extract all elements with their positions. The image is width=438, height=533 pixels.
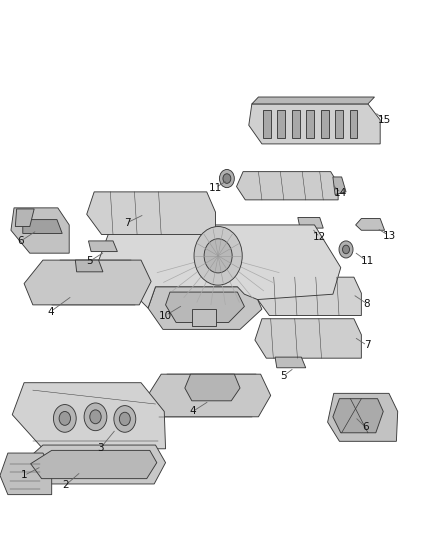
Bar	[192, 309, 216, 326]
Polygon shape	[94, 225, 341, 308]
Bar	[350, 110, 357, 138]
Bar	[321, 110, 328, 138]
Circle shape	[59, 411, 71, 425]
Polygon shape	[255, 277, 361, 316]
Text: 13: 13	[382, 231, 396, 240]
Polygon shape	[75, 260, 103, 272]
Text: 10: 10	[159, 311, 172, 320]
Text: 8: 8	[364, 299, 371, 309]
Circle shape	[339, 241, 353, 258]
Polygon shape	[24, 260, 151, 305]
Text: 5: 5	[86, 256, 93, 266]
Text: 7: 7	[364, 341, 371, 350]
Polygon shape	[0, 453, 52, 495]
Polygon shape	[31, 450, 157, 479]
Polygon shape	[328, 393, 398, 441]
Polygon shape	[333, 399, 383, 433]
Text: 2: 2	[62, 480, 69, 490]
Polygon shape	[21, 445, 166, 484]
Text: 5: 5	[280, 371, 287, 381]
Circle shape	[114, 406, 136, 432]
Polygon shape	[166, 292, 244, 322]
Polygon shape	[88, 241, 117, 252]
Polygon shape	[356, 219, 385, 230]
Polygon shape	[12, 383, 166, 449]
Text: 11: 11	[209, 183, 222, 192]
Text: 7: 7	[124, 218, 131, 228]
Text: 1: 1	[21, 471, 28, 480]
Polygon shape	[148, 287, 262, 329]
Polygon shape	[87, 192, 215, 235]
Polygon shape	[147, 374, 271, 417]
Bar	[277, 110, 285, 138]
Polygon shape	[11, 208, 69, 253]
Polygon shape	[255, 319, 361, 358]
Polygon shape	[275, 357, 306, 368]
Circle shape	[204, 239, 232, 273]
Polygon shape	[237, 172, 338, 200]
Bar	[263, 110, 271, 138]
Text: 4: 4	[47, 307, 54, 317]
Text: 14: 14	[334, 188, 347, 198]
Polygon shape	[249, 104, 380, 144]
Polygon shape	[252, 97, 374, 104]
Circle shape	[219, 169, 234, 188]
Polygon shape	[15, 209, 34, 227]
Text: 11: 11	[360, 256, 374, 266]
Circle shape	[84, 403, 107, 431]
Bar	[335, 110, 343, 138]
Text: 4: 4	[189, 407, 196, 416]
Circle shape	[223, 174, 231, 183]
Polygon shape	[185, 374, 240, 401]
Polygon shape	[333, 177, 346, 195]
Text: 15: 15	[378, 115, 391, 125]
Text: 12: 12	[313, 232, 326, 242]
Circle shape	[194, 227, 242, 285]
Circle shape	[343, 245, 350, 254]
Text: 3: 3	[97, 443, 104, 453]
Circle shape	[53, 405, 76, 432]
Text: 6: 6	[362, 423, 369, 432]
Bar	[306, 110, 314, 138]
Polygon shape	[298, 217, 323, 228]
Circle shape	[119, 413, 130, 425]
Bar	[292, 110, 300, 138]
Circle shape	[90, 410, 101, 424]
Text: 6: 6	[18, 236, 25, 246]
Polygon shape	[23, 220, 62, 233]
